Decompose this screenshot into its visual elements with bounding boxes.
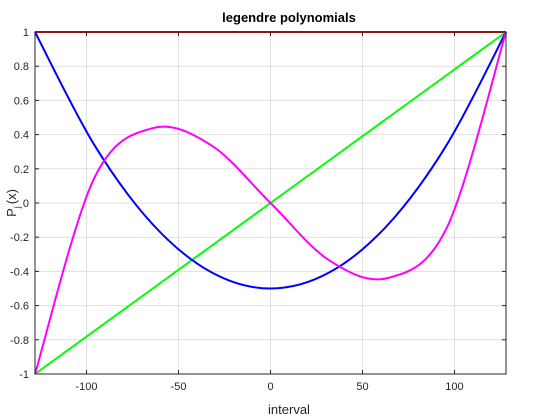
y-tick-label: 0.4 — [14, 130, 29, 142]
y-tick-label: 0 — [23, 198, 29, 210]
series-line-3 — [34, 31, 507, 375]
y-axis-label-subscript: j — [12, 206, 22, 209]
y-axis-label: Pj (x) — [4, 189, 22, 217]
y-tick-label: 1 — [23, 27, 29, 39]
y-tick-label: -0.8 — [10, 335, 29, 347]
series-line-2 — [34, 31, 507, 290]
y-tick-label: 0.6 — [14, 95, 29, 107]
y-tick-label: -1 — [19, 369, 29, 381]
x-axis-label: interval — [268, 402, 310, 417]
y-tick-label: 0.8 — [14, 61, 29, 73]
y-tick-label: -0.2 — [10, 232, 29, 244]
x-tick-label: -100 — [76, 381, 98, 393]
y-axis-label-rest: (x) — [4, 189, 19, 204]
y-axis-label-main: P — [4, 208, 19, 217]
x-tick-label: 0 — [267, 381, 273, 393]
chart-title: legendre polynomials — [222, 10, 356, 25]
x-tick-label: 100 — [445, 381, 463, 393]
x-tick-label: -50 — [171, 381, 187, 393]
x-tick-label: 50 — [356, 381, 368, 393]
y-tick-label: -0.4 — [10, 266, 29, 278]
ticks: -100 -50 0 50 100 -1 -0.8 -0.6 -0.4 -0.2 0 0.2 0.4 0.… — [10, 27, 506, 393]
y-tick-label: 0.2 — [14, 164, 29, 176]
y-tick-label: -0.6 — [10, 301, 29, 313]
